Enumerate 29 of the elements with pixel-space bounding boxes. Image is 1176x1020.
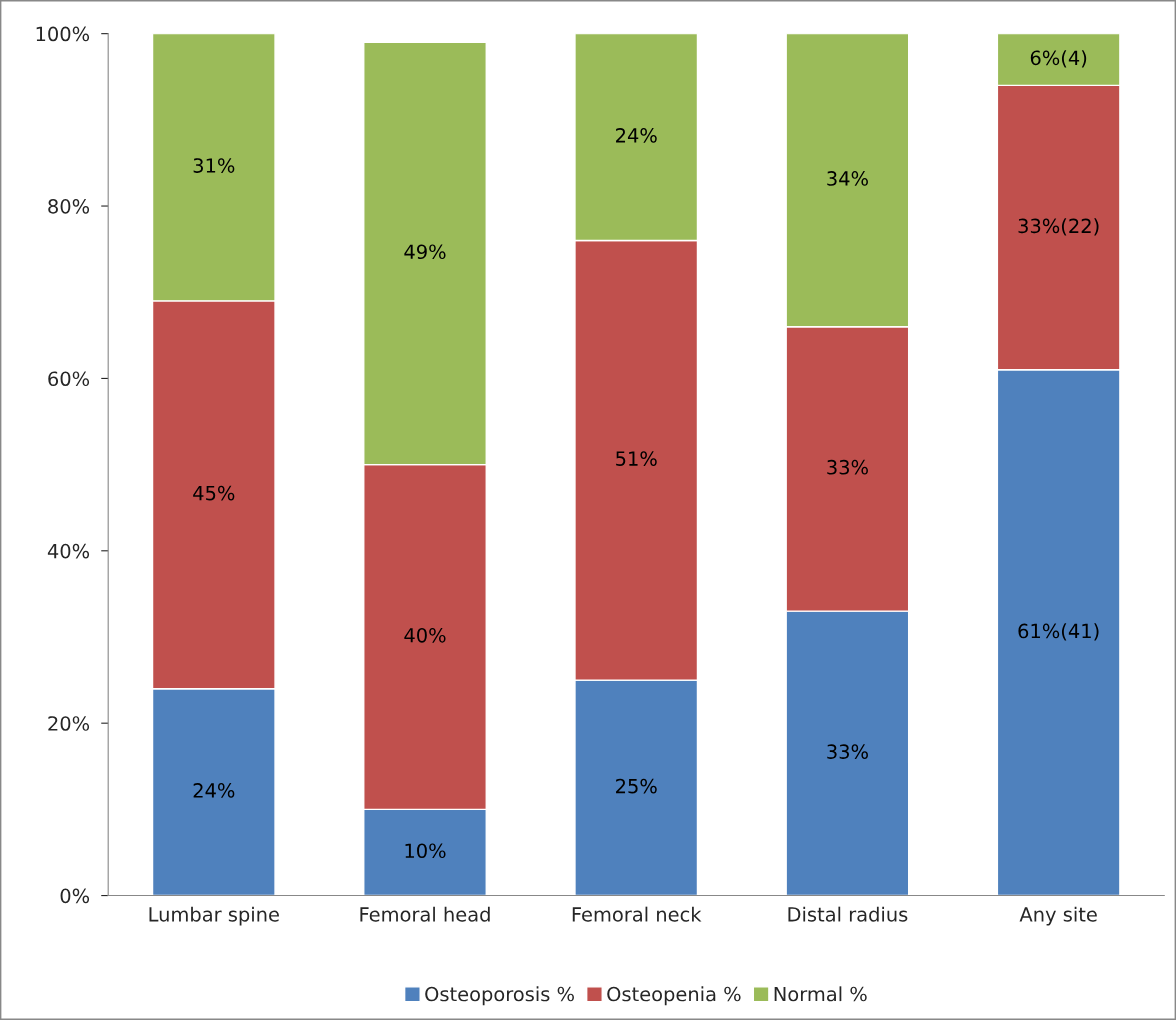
x-tick-label: Femoral neck bbox=[572, 906, 702, 922]
data-label: 24% bbox=[616, 128, 657, 143]
x-tick-label: Distal radius bbox=[788, 906, 908, 922]
y-tick-label: 20% bbox=[48, 716, 90, 731]
data-label: 33% bbox=[827, 459, 868, 475]
data-label: 31% bbox=[193, 158, 235, 173]
data-label: 34% bbox=[827, 171, 868, 186]
data-label: 49% bbox=[404, 244, 446, 260]
x-tick-label: Femoral head bbox=[360, 906, 490, 922]
data-label: 51% bbox=[616, 451, 657, 466]
y-tick-label: 60% bbox=[48, 371, 90, 387]
data-label: 61%(41) bbox=[1018, 623, 1099, 641]
y-tick-label: 80% bbox=[48, 199, 90, 214]
x-tick-label: Lumbar spine bbox=[149, 906, 279, 926]
data-label: 33% bbox=[827, 744, 868, 759]
data-label: 45% bbox=[193, 485, 235, 501]
y-tick-label: 0% bbox=[60, 888, 90, 904]
data-label: 33%(22) bbox=[1018, 218, 1099, 236]
data-label: 6%(4) bbox=[1030, 50, 1087, 68]
legend-label: Osteopenia % bbox=[607, 986, 741, 1006]
data-label: 24% bbox=[193, 783, 235, 798]
data-label: 40% bbox=[404, 627, 446, 643]
y-tick-label: 40% bbox=[47, 543, 90, 559]
legend-label: Osteoporosis % bbox=[425, 986, 574, 1006]
legend-label: Normal % bbox=[774, 986, 867, 1002]
y-tick-label: 100% bbox=[36, 26, 90, 42]
data-label: 10% bbox=[405, 843, 446, 859]
x-tick-label: Any site bbox=[1019, 906, 1097, 926]
data-label: 25% bbox=[616, 778, 657, 794]
